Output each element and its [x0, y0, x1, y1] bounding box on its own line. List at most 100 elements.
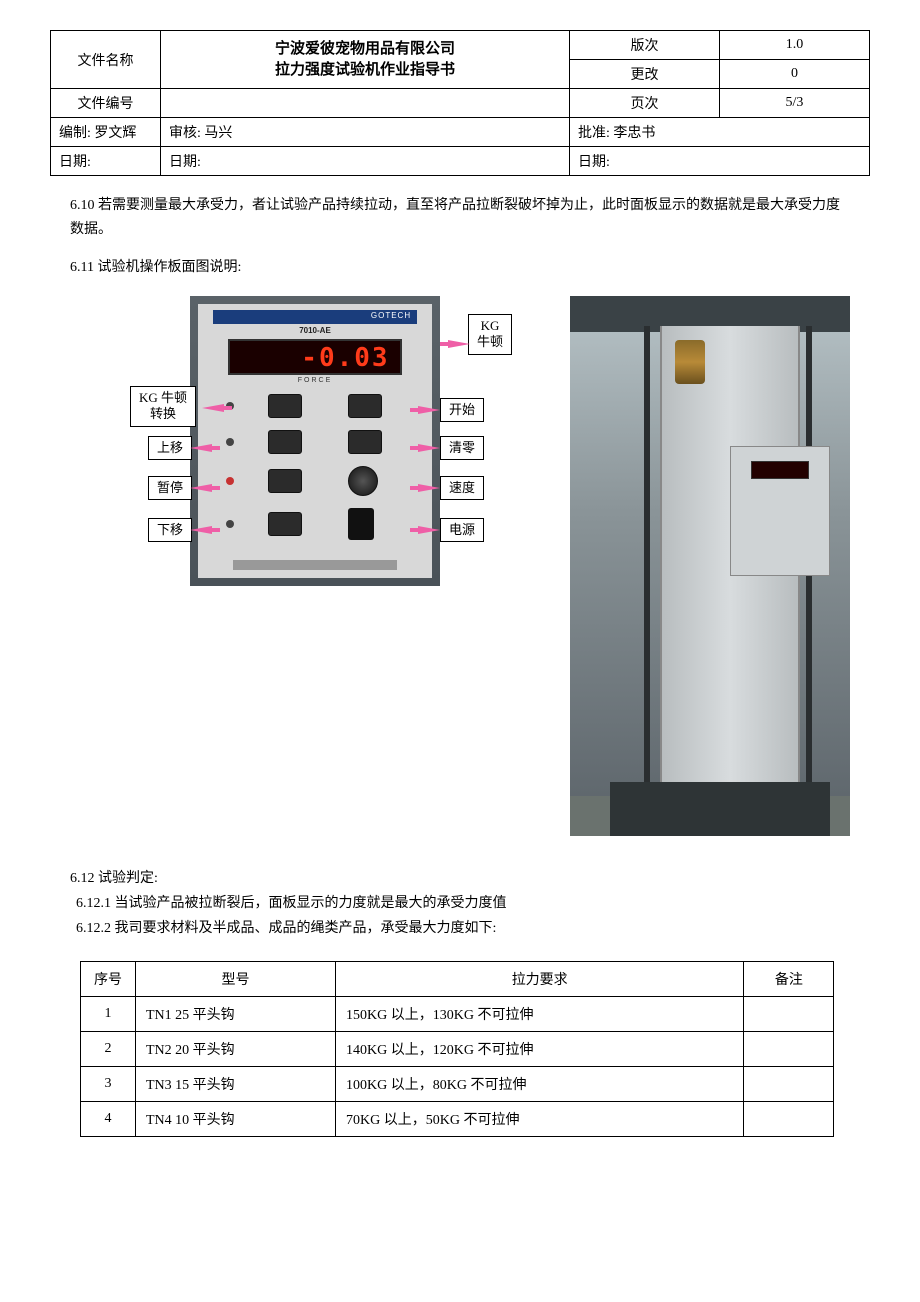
callout-kg-unit: KG 牛顿	[468, 314, 512, 356]
col-model: 型号	[136, 962, 336, 997]
tension-requirements-table: 序号 型号 拉力要求 备注 1TN1 25 平头钩150KG 以上，130KG …	[80, 961, 834, 1137]
panel-face: GOTECH 7010-AE -0.03 FORCE	[198, 304, 432, 578]
cell-req: 140KG 以上，120KG 不可拉伸	[336, 1032, 744, 1067]
callout-speed: 速度	[440, 476, 484, 501]
approver-label: 批准:	[578, 126, 610, 141]
file-no-value	[161, 89, 570, 118]
file-name-label: 文件名称	[51, 31, 161, 89]
cell-model: TN1 25 平头钩	[136, 997, 336, 1032]
machine-control-box	[730, 446, 830, 576]
panel-frame: GOTECH 7010-AE -0.03 FORCE	[190, 296, 440, 586]
item-6122: 6.12.2 我司要求材料及半成品、成品的绳类产品，承受最大力度如下:	[76, 916, 850, 941]
led-display: -0.03	[228, 339, 401, 375]
button-grid	[226, 394, 404, 540]
callout-zero: 清零	[440, 436, 484, 461]
table-row: 3TN3 15 平头钩100KG 以上，80KG 不可拉伸	[81, 1067, 834, 1102]
approver-value: 李忠书	[613, 126, 655, 141]
document-header-table: 文件名称 宁波爱彼宠物用品有限公司 拉力强度试验机作业指导书 版次 1.0 更改…	[50, 30, 870, 176]
up-button[interactable]	[268, 430, 302, 454]
cell-model: TN3 15 平头钩	[136, 1067, 336, 1102]
indicator-dot	[226, 438, 234, 446]
arrow-icon	[190, 482, 220, 494]
author-value: 罗文辉	[94, 126, 136, 141]
down-button[interactable]	[268, 512, 302, 536]
version-value: 1.0	[720, 31, 870, 60]
cell-seq: 2	[81, 1032, 136, 1067]
document-title: 宁波爱彼宠物用品有限公司 拉力强度试验机作业指导书	[161, 31, 570, 89]
cell-note	[744, 1032, 834, 1067]
change-label: 更改	[570, 60, 720, 89]
col-note: 备注	[744, 962, 834, 997]
arrow-icon	[202, 402, 232, 414]
item-6121: 6.12.1 当试验产品被拉断裂后，面板显示的力度就是最大的承受力度值	[76, 891, 850, 916]
judgement-section: 6.12 试验判定: 6.12.1 当试验产品被拉断裂后，面板显示的力度就是最大…	[70, 866, 850, 942]
callout-down: 下移	[148, 518, 192, 543]
change-value: 0	[720, 60, 870, 89]
callout-power: 电源	[440, 518, 484, 543]
mini-led	[751, 461, 807, 477]
model-label: 7010-AE	[299, 326, 331, 335]
indicator-dot-red	[226, 477, 234, 485]
section-611-label: 6.11 试验机操作板面图说明:	[70, 256, 850, 276]
cell-req: 100KG 以上，80KG 不可拉伸	[336, 1067, 744, 1102]
author-label: 编制:	[59, 126, 91, 141]
arrow-icon	[410, 524, 440, 536]
title-line2: 拉力强度试验机作业指导书	[275, 62, 455, 78]
panel-footer-strip	[233, 560, 397, 570]
file-no-label: 文件编号	[51, 89, 161, 118]
arrow-icon	[440, 338, 470, 350]
date-reviewer: 日期:	[161, 147, 570, 176]
cell-req: 150KG 以上，130KG 不可拉伸	[336, 997, 744, 1032]
table-row: 4TN4 10 平头钩70KG 以上，50KG 不可拉伸	[81, 1102, 834, 1137]
version-label: 版次	[570, 31, 720, 60]
reviewer-label: 审核:	[169, 126, 201, 141]
col-seq: 序号	[81, 962, 136, 997]
figures-row: GOTECH 7010-AE -0.03 FORCE	[110, 296, 850, 836]
table-header-row: 序号 型号 拉力要求 备注	[81, 962, 834, 997]
upper-clamp	[675, 340, 705, 384]
arrow-icon	[190, 442, 220, 454]
table-row: 1TN1 25 平头钩150KG 以上，130KG 不可拉伸	[81, 997, 834, 1032]
machine-rail	[644, 326, 650, 796]
kg-switch-button[interactable]	[268, 394, 302, 418]
start-button[interactable]	[348, 394, 382, 418]
cell-req: 70KG 以上，50KG 不可拉伸	[336, 1102, 744, 1137]
callout-pause: 暂停	[148, 476, 192, 501]
cell-note	[744, 1067, 834, 1102]
machine-base	[610, 782, 830, 836]
testing-machine-figure	[570, 296, 850, 836]
title-line1: 宁波爱彼宠物用品有限公司	[275, 41, 455, 57]
indicator-dot	[226, 520, 234, 528]
zero-button[interactable]	[348, 430, 382, 454]
date-author: 日期:	[51, 147, 161, 176]
cell-model: TN4 10 平头钩	[136, 1102, 336, 1137]
machine-column	[660, 326, 800, 836]
table-row: 2TN2 20 平头钩140KG 以上，120KG 不可拉伸	[81, 1032, 834, 1067]
reviewer-cell: 审核: 马兴	[161, 118, 570, 147]
cell-seq: 1	[81, 997, 136, 1032]
cell-note	[744, 1102, 834, 1137]
author-cell: 编制: 罗文辉	[51, 118, 161, 147]
cell-seq: 3	[81, 1067, 136, 1102]
arrow-icon	[410, 442, 440, 454]
arrow-icon	[190, 524, 220, 536]
section-612-title: 6.12 试验判定:	[70, 866, 850, 891]
paragraph-610: 6.10 若需要测量最大承受力，者让试验产品持续拉动，直至将产品拉断裂破坏掉为止…	[70, 194, 850, 242]
page-label: 页次	[570, 89, 720, 118]
arrow-icon	[410, 482, 440, 494]
cell-model: TN2 20 平头钩	[136, 1032, 336, 1067]
page-value: 5/3	[720, 89, 870, 118]
reviewer-value: 马兴	[204, 126, 232, 141]
control-panel-figure: GOTECH 7010-AE -0.03 FORCE	[110, 296, 510, 586]
speed-knob[interactable]	[348, 466, 378, 496]
power-switch[interactable]	[348, 508, 374, 540]
force-label: FORCE	[298, 377, 333, 384]
callout-up: 上移	[148, 436, 192, 461]
approver-cell: 批准: 李忠书	[570, 118, 870, 147]
callout-kg-switch: KG 牛顿 转换	[130, 386, 196, 428]
cell-seq: 4	[81, 1102, 136, 1137]
pause-button[interactable]	[268, 469, 302, 493]
cell-note	[744, 997, 834, 1032]
col-req: 拉力要求	[336, 962, 744, 997]
arrow-icon	[410, 404, 440, 416]
